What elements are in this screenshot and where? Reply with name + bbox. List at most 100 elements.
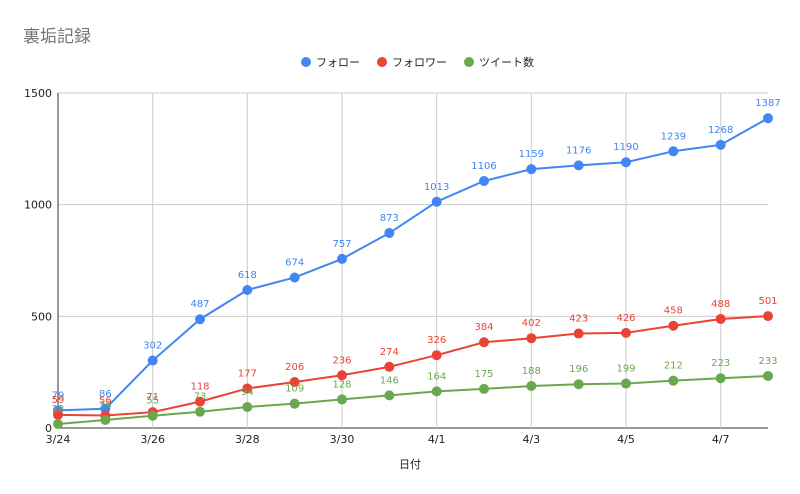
data-point[interactable] (242, 383, 253, 394)
data-label: 212 (664, 361, 683, 372)
data-label: 118 (190, 382, 209, 393)
data-label: 56 (99, 395, 112, 406)
data-label: 36 (99, 400, 112, 411)
data-point[interactable] (337, 253, 347, 264)
data-point[interactable] (573, 160, 584, 171)
legend-item-2[interactable]: フォロワー (377, 56, 447, 69)
data-label: 73 (194, 392, 207, 403)
data-point[interactable] (573, 328, 584, 339)
x-tick-label: 3/24 (46, 433, 71, 446)
data-point[interactable] (431, 196, 442, 207)
data-label: 402 (522, 318, 541, 329)
data-label: 1159 (519, 149, 544, 160)
data-label: 873 (380, 213, 399, 224)
data-point[interactable] (53, 418, 63, 429)
legend-marker (377, 57, 387, 67)
data-point[interactable] (384, 361, 395, 372)
data-point[interactable] (573, 379, 584, 390)
y-tick-label: 0 (45, 422, 52, 435)
data-point[interactable] (289, 398, 300, 409)
data-point[interactable] (384, 390, 395, 401)
data-point[interactable] (337, 370, 347, 381)
data-label: 458 (664, 306, 683, 317)
series-line (57, 374, 769, 425)
data-label: 55 (146, 396, 159, 407)
data-point[interactable] (242, 402, 253, 413)
y-tick-label: 1000 (24, 199, 52, 212)
data-point[interactable] (195, 406, 205, 417)
series-2 (53, 311, 773, 421)
x-tick-label: 3/30 (330, 433, 355, 446)
data-label: 1387 (755, 98, 780, 109)
data-point[interactable] (53, 409, 63, 420)
data-point[interactable] (384, 228, 395, 239)
data-label: 274 (380, 347, 399, 358)
data-label: 326 (427, 335, 446, 346)
data-point[interactable] (621, 327, 631, 338)
x-tick-label: 3/26 (140, 433, 165, 446)
x-axis-title: 日付 (399, 458, 421, 471)
data-label: 1176 (566, 145, 591, 156)
data-label: 1268 (708, 125, 733, 136)
legend-item-1[interactable]: フォロー (301, 56, 360, 69)
x-tick-label: 4/1 (428, 433, 446, 446)
data-point[interactable] (479, 175, 489, 186)
data-point[interactable] (479, 383, 489, 394)
data-point[interactable] (763, 370, 773, 381)
data-point[interactable] (431, 386, 442, 397)
data-point[interactable] (289, 272, 300, 283)
data-point[interactable] (715, 314, 726, 325)
legend-item-3[interactable]: ツイート数 (464, 56, 534, 69)
data-label: 146 (380, 375, 399, 386)
gridlines (57, 92, 768, 429)
data-label: 94 (241, 387, 254, 398)
data-point[interactable] (147, 355, 158, 366)
data-point[interactable] (100, 414, 111, 425)
data-point[interactable] (668, 375, 679, 386)
data-point[interactable] (289, 376, 300, 387)
legend-marker (301, 57, 311, 67)
data-point[interactable] (763, 113, 773, 124)
y-axis-ticks: 0 500 1000 1500 (24, 87, 52, 435)
data-point[interactable] (621, 378, 631, 389)
legend-marker (464, 57, 474, 67)
data-point[interactable] (431, 350, 442, 361)
data-label: 164 (427, 371, 446, 382)
data-label: 501 (758, 296, 777, 307)
data-label: 384 (474, 322, 493, 333)
data-label: 109 (285, 384, 304, 395)
data-point[interactable] (621, 157, 631, 168)
data-point[interactable] (195, 396, 205, 407)
x-tick-label: 3/28 (235, 433, 260, 446)
data-label: 487 (190, 299, 209, 310)
data-label: 177 (238, 368, 257, 379)
data-point[interactable] (668, 320, 679, 331)
data-point[interactable] (715, 139, 726, 150)
series-line (57, 117, 769, 412)
data-label: 86 (99, 389, 112, 400)
data-point[interactable] (479, 337, 489, 348)
data-point[interactable] (668, 146, 679, 157)
data-point[interactable] (526, 381, 537, 392)
data-label: 233 (758, 356, 777, 367)
data-point[interactable] (337, 394, 347, 405)
legend: フォロー フォロワー ツイート数 (301, 56, 534, 69)
x-axis-ticks: 3/24 3/26 3/28 3/30 4/1 4/3 4/5 4/7 (46, 433, 730, 446)
data-point[interactable] (715, 373, 726, 384)
data-label: 206 (285, 362, 304, 373)
data-label: 302 (143, 341, 162, 352)
legend-label: フォロワー (392, 56, 447, 69)
data-label: 674 (285, 257, 304, 268)
data-label: 199 (616, 364, 635, 375)
series-line (57, 315, 769, 417)
data-point[interactable] (242, 284, 253, 295)
legend-label: ツイート数 (479, 56, 534, 69)
data-label: 426 (616, 313, 635, 324)
data-point[interactable] (763, 311, 773, 322)
data-point[interactable] (147, 410, 158, 421)
chart-title: 裏垢記録 (23, 27, 91, 47)
x-tick-label: 4/7 (712, 433, 730, 446)
data-point[interactable] (195, 314, 205, 325)
data-point[interactable] (526, 333, 537, 344)
data-point[interactable] (526, 164, 537, 175)
